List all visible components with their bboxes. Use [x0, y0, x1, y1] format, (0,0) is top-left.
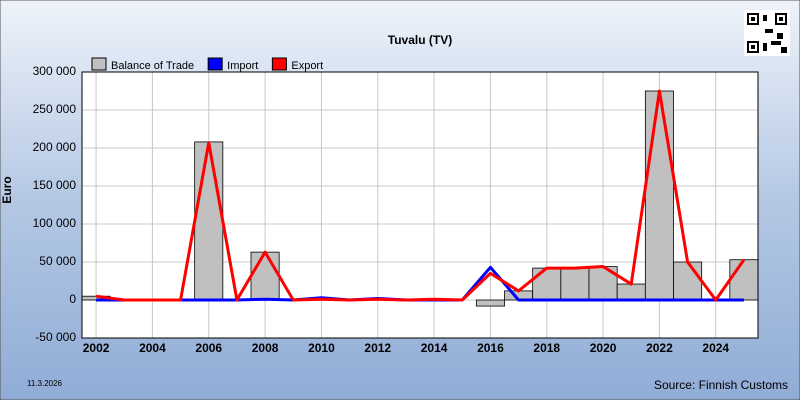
y-tick-label: -50 000: [35, 330, 76, 344]
bar: [644, 90, 674, 301]
bar: [250, 251, 280, 301]
x-tick-label: 2008: [252, 341, 279, 355]
plot-border: [81, 71, 759, 339]
y-tick-label: 0: [69, 292, 76, 306]
x-tick-label: 2024: [702, 341, 729, 355]
x-tick-label: 2010: [308, 341, 335, 355]
bar: [729, 259, 759, 301]
y-tick-label: 250 000: [33, 102, 77, 116]
legend-label: Import: [227, 60, 258, 72]
x-tick-label: 2012: [364, 341, 391, 355]
x-tick-label: 2006: [195, 341, 222, 355]
qr-code: [744, 10, 790, 56]
bar: [532, 267, 562, 301]
x-tick-label: 2004: [139, 341, 166, 355]
y-tick-label: 100 000: [33, 216, 77, 230]
x-tick-label: 2018: [533, 341, 560, 355]
chart-title: Tuvalu (TV): [388, 33, 452, 47]
line: [95, 89, 746, 302]
bar: [194, 141, 224, 301]
x-tick-label: 2016: [477, 341, 504, 355]
x-tick-label: 2022: [646, 341, 673, 355]
source: Source: Finnish Customs: [654, 378, 788, 392]
y-tick-label: 300 000: [33, 64, 77, 78]
bar: [616, 283, 646, 301]
legend-swatch: [207, 57, 223, 71]
bar: [560, 267, 590, 301]
legend-label: Export: [291, 60, 323, 72]
y-tick-label: 50 000: [39, 254, 76, 268]
x-tick-label: 2002: [83, 341, 110, 355]
y-axis-label: Euro: [0, 176, 14, 203]
bar: [475, 299, 505, 307]
bar: [673, 261, 703, 301]
x-tick-label: 2020: [590, 341, 617, 355]
legend-label: Balance of Trade: [111, 60, 194, 72]
legend-swatch: [91, 57, 107, 71]
y-tick-label: 200 000: [33, 140, 77, 154]
x-tick-label: 2014: [421, 341, 448, 355]
legend-swatch: [271, 57, 287, 71]
y-tick-label: 150 000: [33, 178, 77, 192]
date: 11.3.2026: [27, 379, 63, 388]
